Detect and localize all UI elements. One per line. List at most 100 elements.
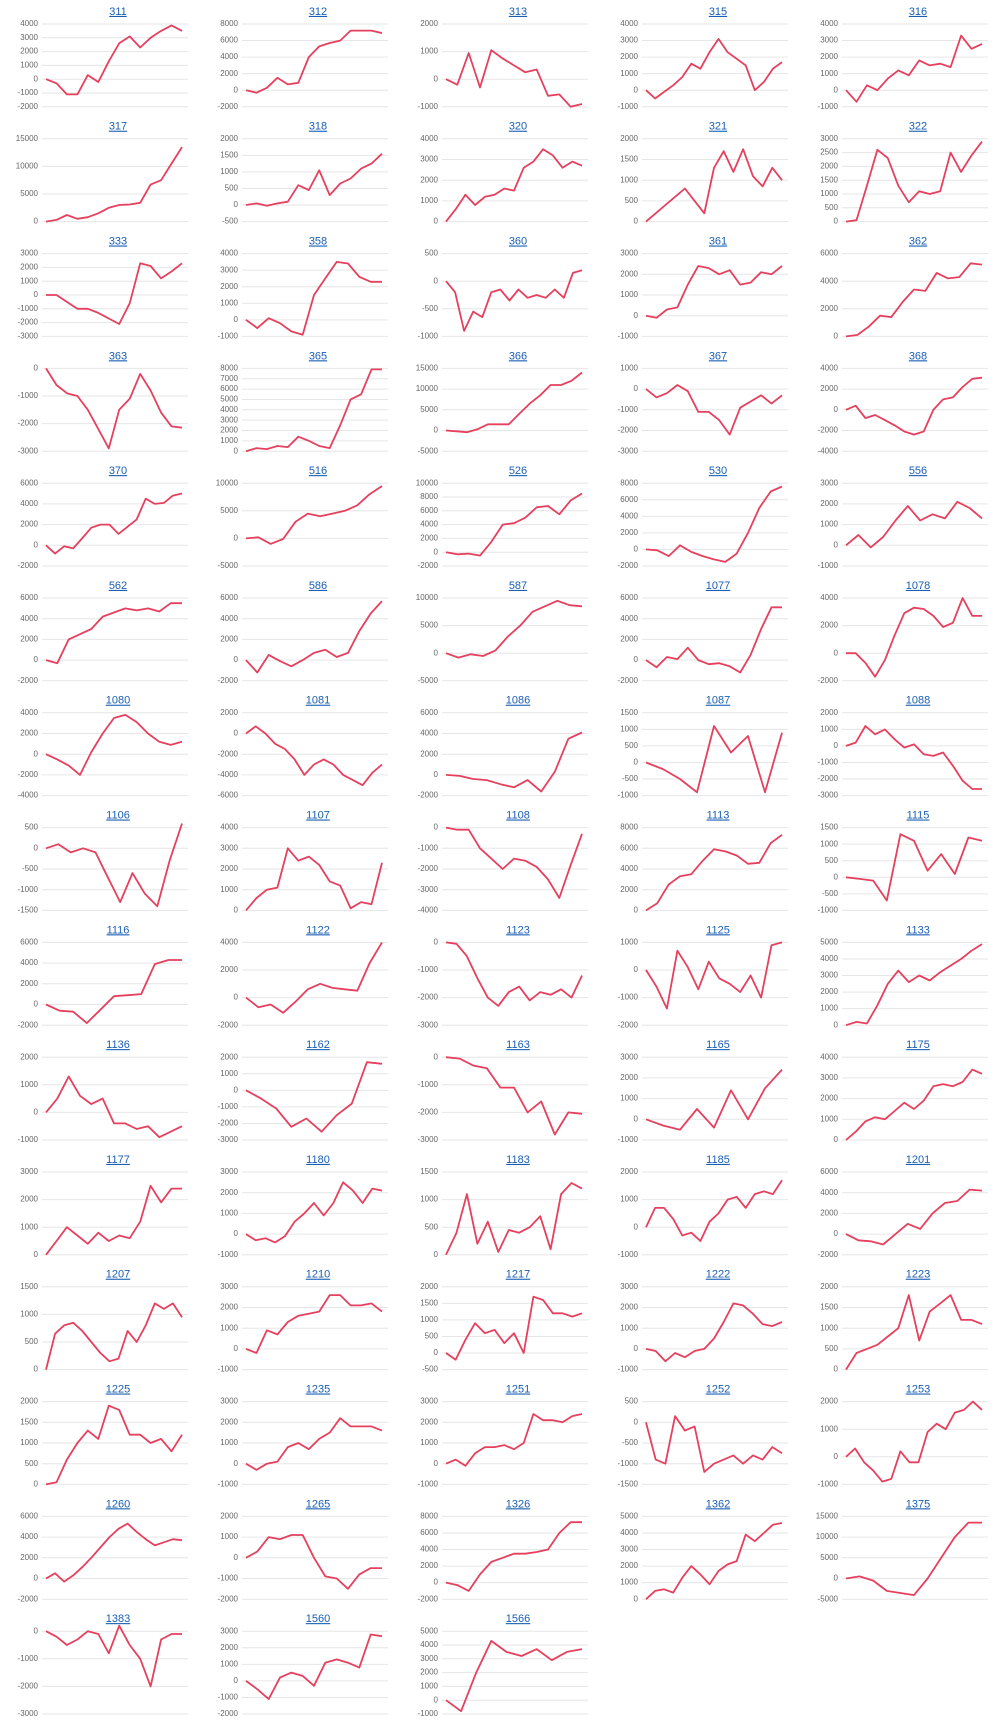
chart-title[interactable]: 367 bbox=[709, 350, 727, 362]
chart-title[interactable]: 1106 bbox=[106, 810, 130, 822]
y-tick-label: 1500 bbox=[420, 1167, 438, 1176]
chart-title[interactable]: 1560 bbox=[306, 1613, 330, 1625]
chart-title[interactable]: 556 bbox=[909, 465, 927, 477]
chart-title[interactable]: 586 bbox=[309, 580, 327, 592]
chart-title[interactable]: 1223 bbox=[906, 1269, 930, 1281]
chart-title[interactable]: 1175 bbox=[906, 1039, 930, 1051]
y-tick-label: 0 bbox=[34, 843, 39, 852]
chart-title[interactable]: 312 bbox=[309, 6, 327, 18]
chart-title[interactable]: 1566 bbox=[506, 1613, 530, 1625]
chart-title[interactable]: 1086 bbox=[506, 695, 530, 707]
chart-title[interactable]: 366 bbox=[509, 350, 527, 362]
chart-title[interactable]: 587 bbox=[509, 580, 527, 592]
chart-title[interactable]: 1123 bbox=[506, 924, 530, 936]
chart-title[interactable]: 361 bbox=[709, 236, 727, 248]
y-tick-label: -1000 bbox=[418, 102, 439, 111]
y-tick-label: -2000 bbox=[418, 864, 439, 873]
chart-title[interactable]: 1078 bbox=[906, 580, 930, 592]
chart-title[interactable]: 1077 bbox=[706, 580, 730, 592]
chart-title[interactable]: 1122 bbox=[306, 924, 330, 936]
chart-title[interactable]: 1225 bbox=[106, 1384, 130, 1396]
data-line bbox=[445, 941, 583, 1007]
chart-title[interactable]: 1253 bbox=[906, 1384, 930, 1396]
data-line bbox=[245, 1534, 382, 1590]
chart-title[interactable]: 1252 bbox=[706, 1384, 730, 1396]
chart-title[interactable]: 365 bbox=[309, 350, 327, 362]
y-tick-label: 4000 bbox=[820, 593, 838, 602]
chart-title[interactable]: 1235 bbox=[306, 1384, 330, 1396]
chart-title[interactable]: 1210 bbox=[306, 1269, 330, 1281]
chart-title[interactable]: 1162 bbox=[306, 1039, 330, 1051]
chart-title[interactable]: 370 bbox=[109, 465, 127, 477]
chart-title[interactable]: 1177 bbox=[106, 1154, 130, 1166]
data-line bbox=[645, 834, 783, 912]
chart-title[interactable]: 1326 bbox=[506, 1498, 530, 1510]
y-tick-label: 0 bbox=[234, 85, 239, 94]
chart-title[interactable]: 315 bbox=[709, 6, 727, 18]
y-tick-label: -500 bbox=[22, 864, 39, 873]
y-tick-label: 4000 bbox=[620, 614, 638, 623]
chart-title[interactable]: 1265 bbox=[306, 1498, 330, 1510]
chart-title[interactable]: 1260 bbox=[106, 1498, 130, 1510]
y-tick-label: 2000 bbox=[820, 1094, 838, 1103]
y-tick-label: -1000 bbox=[618, 1250, 639, 1259]
chart-title[interactable]: 322 bbox=[909, 121, 927, 133]
chart-title[interactable]: 320 bbox=[509, 121, 527, 133]
chart-title[interactable]: 1383 bbox=[106, 1613, 130, 1625]
chart-title[interactable]: 1375 bbox=[906, 1498, 930, 1510]
chart-title[interactable]: 316 bbox=[909, 6, 927, 18]
chart-title[interactable]: 1115 bbox=[907, 810, 930, 822]
chart-title[interactable]: 526 bbox=[509, 465, 527, 477]
y-tick-label: 2000 bbox=[420, 749, 438, 758]
y-tick-label: 2000 bbox=[620, 134, 638, 143]
chart-title[interactable]: 530 bbox=[709, 465, 727, 477]
chart-title[interactable]: 1251 bbox=[506, 1384, 530, 1396]
y-tick-label: 1500 bbox=[220, 150, 238, 159]
y-tick-label: 0 bbox=[434, 276, 439, 285]
chart-title[interactable]: 362 bbox=[909, 236, 927, 248]
chart-title[interactable]: 1080 bbox=[106, 695, 130, 707]
y-tick-label: 4000 bbox=[820, 19, 838, 28]
chart-title[interactable]: 1088 bbox=[906, 695, 930, 707]
chart-title[interactable]: 311 bbox=[109, 6, 127, 18]
chart-title[interactable]: 363 bbox=[109, 350, 127, 362]
y-tick-label: 0 bbox=[834, 872, 839, 881]
chart-title[interactable]: 1133 bbox=[906, 924, 930, 936]
y-tick-label: 2000 bbox=[820, 987, 838, 996]
y-tick-label: -2000 bbox=[18, 561, 39, 570]
chart-title[interactable]: 313 bbox=[509, 6, 527, 18]
chart-title[interactable]: 1207 bbox=[106, 1269, 130, 1281]
chart-title[interactable]: 1125 bbox=[706, 924, 730, 936]
data-line bbox=[845, 1400, 983, 1483]
chart-title[interactable]: 1107 bbox=[306, 810, 330, 822]
chart-title[interactable]: 1217 bbox=[506, 1269, 530, 1281]
chart-title[interactable]: 318 bbox=[309, 121, 327, 133]
chart-title[interactable]: 1180 bbox=[306, 1154, 330, 1166]
chart-title[interactable]: 1201 bbox=[906, 1154, 930, 1166]
chart-title[interactable]: 368 bbox=[909, 350, 927, 362]
chart-title[interactable]: 1116 bbox=[107, 924, 130, 936]
chart-title[interactable]: 1185 bbox=[706, 1154, 730, 1166]
chart-title[interactable]: 360 bbox=[509, 236, 527, 248]
chart-title[interactable]: 1136 bbox=[106, 1039, 130, 1051]
chart-title[interactable]: 1183 bbox=[506, 1154, 530, 1166]
chart-title[interactable]: 333 bbox=[109, 236, 127, 248]
chart-title[interactable]: 1362 bbox=[706, 1498, 730, 1510]
chart-title[interactable]: 358 bbox=[309, 236, 327, 248]
chart-title[interactable]: 1108 bbox=[506, 810, 530, 822]
chart-title[interactable]: 516 bbox=[309, 465, 327, 477]
y-tick-label: -2000 bbox=[218, 1020, 239, 1029]
chart-title[interactable]: 1222 bbox=[706, 1269, 730, 1281]
chart-title[interactable]: 562 bbox=[109, 580, 127, 592]
chart-title[interactable]: 1165 bbox=[706, 1039, 730, 1051]
chart-title[interactable]: 1163 bbox=[506, 1039, 530, 1051]
y-tick-label: -4000 bbox=[818, 446, 839, 455]
chart-title[interactable]: 1081 bbox=[306, 695, 330, 707]
chart-title[interactable]: 321 bbox=[709, 121, 727, 133]
y-tick-label: 0 bbox=[34, 1574, 39, 1583]
chart-title[interactable]: 1087 bbox=[706, 695, 730, 707]
y-tick-label: 6000 bbox=[20, 593, 38, 602]
chart-title[interactable]: 317 bbox=[109, 121, 127, 133]
y-tick-label: 0 bbox=[34, 364, 39, 373]
chart-title[interactable]: 1113 bbox=[707, 810, 730, 822]
